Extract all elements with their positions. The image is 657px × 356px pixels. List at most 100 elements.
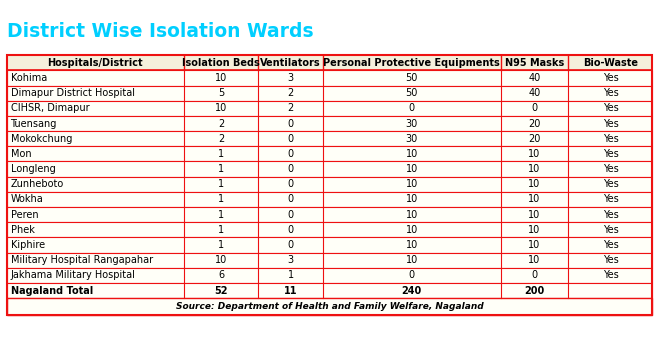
Text: Yes: Yes bbox=[602, 240, 618, 250]
Bar bbox=[7, 207, 652, 222]
Text: 0: 0 bbox=[288, 164, 294, 174]
Text: Isolation Beds: Isolation Beds bbox=[183, 58, 260, 68]
Text: 1: 1 bbox=[218, 225, 225, 235]
Text: 0: 0 bbox=[532, 271, 537, 281]
Text: Phek: Phek bbox=[11, 225, 34, 235]
Text: Yes: Yes bbox=[602, 255, 618, 265]
Bar bbox=[7, 85, 652, 101]
Text: 3: 3 bbox=[288, 73, 294, 83]
Text: 10: 10 bbox=[528, 194, 541, 204]
Text: 50: 50 bbox=[405, 73, 418, 83]
Text: Yes: Yes bbox=[602, 194, 618, 204]
Bar bbox=[7, 70, 652, 85]
Text: 0: 0 bbox=[288, 240, 294, 250]
Text: 10: 10 bbox=[215, 73, 227, 83]
Text: 30: 30 bbox=[406, 134, 418, 144]
Text: Yes: Yes bbox=[602, 103, 618, 113]
Text: 11: 11 bbox=[284, 286, 298, 295]
Text: CIHSR, Dimapur: CIHSR, Dimapur bbox=[11, 103, 89, 113]
Text: Bio-Waste: Bio-Waste bbox=[583, 58, 638, 68]
Text: Jakhama Military Hospital: Jakhama Military Hospital bbox=[11, 271, 135, 281]
Text: 0: 0 bbox=[409, 103, 415, 113]
Text: 1: 1 bbox=[218, 179, 225, 189]
Text: Military Hospital Rangapahar: Military Hospital Rangapahar bbox=[11, 255, 152, 265]
Text: Hospitals/District: Hospitals/District bbox=[47, 58, 143, 68]
Text: 0: 0 bbox=[409, 271, 415, 281]
Bar bbox=[7, 298, 652, 315]
Text: 2: 2 bbox=[288, 103, 294, 113]
Text: 1: 1 bbox=[218, 194, 225, 204]
Text: 50: 50 bbox=[405, 88, 418, 98]
Text: Yes: Yes bbox=[602, 73, 618, 83]
Text: District Wise Isolation Wards: District Wise Isolation Wards bbox=[7, 22, 313, 41]
Text: Yes: Yes bbox=[602, 210, 618, 220]
Text: 1: 1 bbox=[218, 149, 225, 159]
Text: 0: 0 bbox=[288, 179, 294, 189]
Text: 2: 2 bbox=[218, 134, 225, 144]
Text: 5: 5 bbox=[218, 88, 225, 98]
Text: Yes: Yes bbox=[602, 179, 618, 189]
Bar bbox=[7, 177, 652, 192]
Text: 1: 1 bbox=[218, 210, 225, 220]
Text: 0: 0 bbox=[288, 210, 294, 220]
Text: 10: 10 bbox=[528, 210, 541, 220]
Text: 1: 1 bbox=[288, 271, 294, 281]
Text: 30: 30 bbox=[406, 119, 418, 129]
Text: 0: 0 bbox=[532, 103, 537, 113]
Text: 10: 10 bbox=[406, 240, 418, 250]
Bar bbox=[7, 222, 652, 237]
Text: 6: 6 bbox=[218, 271, 225, 281]
Text: 10: 10 bbox=[528, 240, 541, 250]
Bar bbox=[7, 237, 652, 253]
Text: Personal Protective Equipments: Personal Protective Equipments bbox=[323, 58, 500, 68]
Text: 0: 0 bbox=[288, 194, 294, 204]
Bar bbox=[7, 55, 652, 315]
Text: Dimapur District Hospital: Dimapur District Hospital bbox=[11, 88, 135, 98]
Text: 10: 10 bbox=[406, 225, 418, 235]
Text: 10: 10 bbox=[406, 164, 418, 174]
Text: Yes: Yes bbox=[602, 225, 618, 235]
Text: Zunheboto: Zunheboto bbox=[11, 179, 64, 189]
Text: Yes: Yes bbox=[602, 271, 618, 281]
Text: 1: 1 bbox=[218, 240, 225, 250]
Text: Source: Department of Health and Family Welfare, Nagaland: Source: Department of Health and Family … bbox=[175, 302, 484, 311]
Text: Tuensang: Tuensang bbox=[11, 119, 57, 129]
Text: 0: 0 bbox=[288, 225, 294, 235]
Text: 0: 0 bbox=[288, 149, 294, 159]
Bar bbox=[7, 116, 652, 131]
Text: 10: 10 bbox=[406, 210, 418, 220]
Bar bbox=[7, 101, 652, 116]
Bar bbox=[7, 162, 652, 177]
Text: 0: 0 bbox=[288, 134, 294, 144]
Text: 10: 10 bbox=[528, 149, 541, 159]
Bar bbox=[7, 131, 652, 146]
Text: 10: 10 bbox=[406, 255, 418, 265]
Text: Yes: Yes bbox=[602, 88, 618, 98]
Bar bbox=[7, 253, 652, 268]
Text: Yes: Yes bbox=[602, 134, 618, 144]
Text: 240: 240 bbox=[401, 286, 422, 295]
Text: Mon: Mon bbox=[11, 149, 31, 159]
Text: 40: 40 bbox=[528, 73, 541, 83]
Text: Nagaland Total: Nagaland Total bbox=[11, 286, 93, 295]
Text: 10: 10 bbox=[215, 255, 227, 265]
Text: 10: 10 bbox=[406, 149, 418, 159]
Text: N95 Masks: N95 Masks bbox=[505, 58, 564, 68]
Text: Yes: Yes bbox=[602, 164, 618, 174]
Text: Ventilators: Ventilators bbox=[260, 58, 321, 68]
Text: Yes: Yes bbox=[602, 149, 618, 159]
Text: 1: 1 bbox=[218, 164, 225, 174]
Text: 10: 10 bbox=[215, 103, 227, 113]
Text: 20: 20 bbox=[528, 119, 541, 129]
Text: Yes: Yes bbox=[602, 119, 618, 129]
Text: 10: 10 bbox=[528, 225, 541, 235]
Text: 10: 10 bbox=[528, 179, 541, 189]
Text: 10: 10 bbox=[406, 194, 418, 204]
Bar bbox=[7, 268, 652, 283]
Bar bbox=[7, 192, 652, 207]
Text: Mokokchung: Mokokchung bbox=[11, 134, 72, 144]
Text: Longleng: Longleng bbox=[11, 164, 55, 174]
Text: 200: 200 bbox=[524, 286, 545, 295]
Text: 52: 52 bbox=[215, 286, 228, 295]
Text: 40: 40 bbox=[528, 88, 541, 98]
